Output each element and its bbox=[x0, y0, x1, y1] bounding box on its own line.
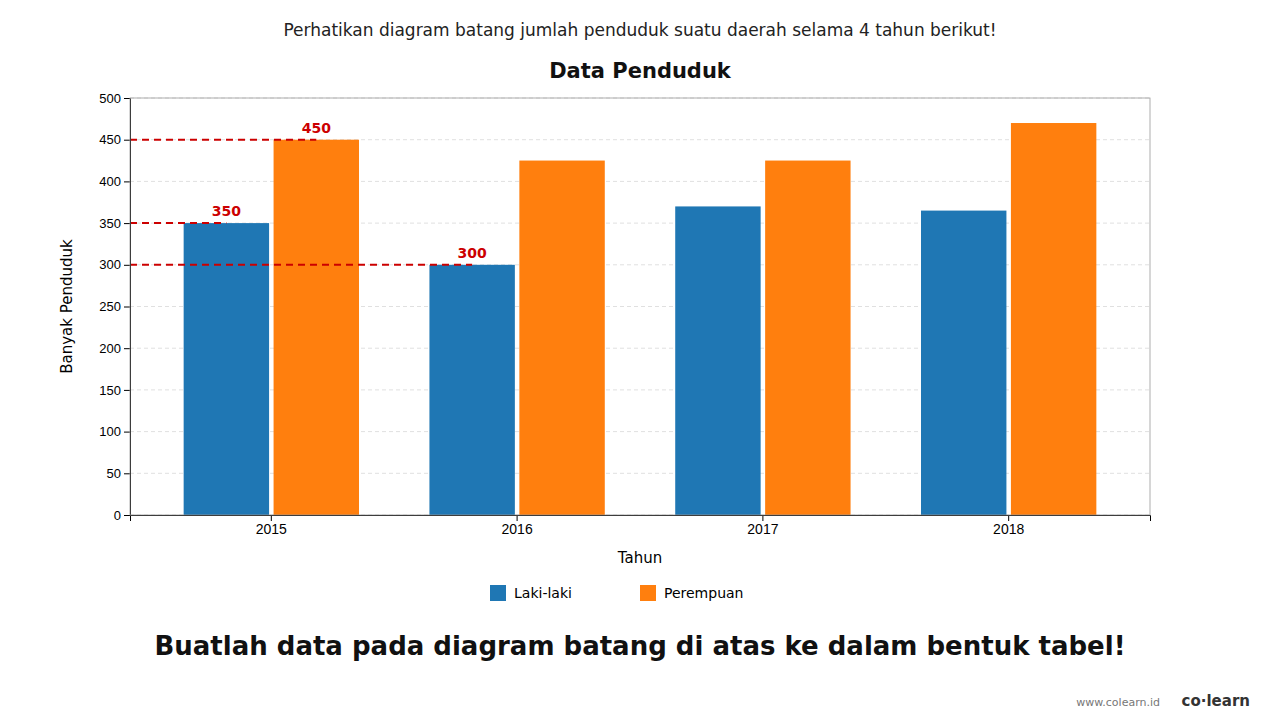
tick: 450 bbox=[99, 132, 130, 147]
tick-mark bbox=[124, 348, 130, 349]
tick-label: 400 bbox=[99, 174, 121, 189]
tick-label: 2017 bbox=[747, 521, 778, 537]
annotation-label: 350 bbox=[212, 203, 241, 219]
title: Data Penduduk bbox=[549, 59, 732, 83]
tick: 500 bbox=[99, 91, 130, 106]
tick: 100 bbox=[99, 424, 130, 439]
legend-swatch bbox=[490, 585, 506, 601]
bar bbox=[765, 161, 850, 515]
tick-mark bbox=[124, 307, 130, 308]
tick-mark bbox=[124, 432, 130, 433]
bar bbox=[519, 161, 604, 515]
tick: 350 bbox=[99, 216, 130, 231]
caption: Buatlah data pada diagram batang di atas… bbox=[154, 631, 1125, 661]
tick: 250 bbox=[99, 299, 130, 314]
subtitle: Perhatikan diagram batang jumlah pendudu… bbox=[283, 20, 996, 40]
bar bbox=[1011, 123, 1096, 515]
annotation-labels: 350 450 300 bbox=[212, 120, 487, 261]
annotation-label: 450 bbox=[302, 120, 331, 136]
tick: 2017 bbox=[747, 515, 778, 537]
tick-label: 2018 bbox=[993, 521, 1024, 537]
tick: 50 bbox=[107, 466, 130, 481]
legend-item: Laki-laki bbox=[490, 585, 572, 601]
legend-label: Perempuan bbox=[664, 585, 743, 601]
website: www.colearn.id bbox=[1076, 696, 1160, 709]
tick-label: 2015 bbox=[256, 521, 287, 537]
tick-label: 500 bbox=[99, 91, 121, 106]
tick: 150 bbox=[99, 383, 130, 398]
tick-label: 100 bbox=[99, 424, 121, 439]
tick-mark bbox=[124, 98, 130, 99]
bar bbox=[274, 140, 359, 515]
tick: 2015 bbox=[256, 515, 287, 537]
tick-label: 300 bbox=[99, 257, 121, 272]
bar bbox=[429, 265, 514, 515]
annotation-line bbox=[130, 222, 226, 224]
tick-mark bbox=[124, 265, 130, 266]
tick-label: 0 bbox=[114, 508, 121, 523]
bar bbox=[921, 211, 1006, 515]
x-axis: 2015 2016 2017 2018 bbox=[131, 515, 1151, 537]
tick-label: 50 bbox=[107, 466, 121, 481]
tick-label: 450 bbox=[99, 132, 121, 147]
legend: Laki-laki Perempuan bbox=[490, 585, 743, 601]
chart-root: Perhatikan diagram batang jumlah pendudu… bbox=[0, 0, 1280, 720]
tick: 300 bbox=[99, 257, 130, 272]
bar-series bbox=[274, 123, 1097, 515]
tick-mark bbox=[124, 473, 130, 474]
tick-mark bbox=[124, 390, 130, 391]
legend-label: Laki-laki bbox=[514, 585, 572, 601]
tick-mark bbox=[124, 140, 130, 141]
bar bbox=[184, 223, 269, 515]
annotation-label: 300 bbox=[458, 245, 487, 261]
tick-label: 150 bbox=[99, 383, 121, 398]
tick: 0 bbox=[114, 508, 130, 523]
tick: 2016 bbox=[502, 515, 533, 537]
y-axis-title: Banyak Penduduk bbox=[58, 239, 76, 374]
bar bbox=[675, 206, 760, 515]
tick-mark bbox=[124, 181, 130, 182]
tick-label: 200 bbox=[99, 341, 121, 356]
brand: co·learn bbox=[1182, 692, 1250, 710]
plot-frame bbox=[130, 98, 1150, 515]
legend-item: Perempuan bbox=[640, 585, 743, 601]
tick-label: 250 bbox=[99, 299, 121, 314]
axis-line bbox=[124, 99, 131, 516]
y-axis: 0 50 100 150 200 250 300 350 400 450 500 bbox=[99, 91, 130, 523]
tick-label: 350 bbox=[99, 216, 121, 231]
plot-area bbox=[130, 123, 1096, 515]
tick-mark bbox=[124, 515, 130, 516]
grid bbox=[130, 98, 1150, 515]
tick: 2018 bbox=[993, 515, 1024, 537]
tick-mark bbox=[124, 223, 130, 224]
annotation-line bbox=[130, 264, 472, 266]
legend-swatch bbox=[640, 585, 656, 601]
tick-label: 2016 bbox=[502, 521, 533, 537]
annotation-line bbox=[130, 139, 316, 141]
tick: 400 bbox=[99, 174, 130, 189]
tick: 200 bbox=[99, 341, 130, 356]
x-axis-title: Tahun bbox=[617, 549, 662, 567]
